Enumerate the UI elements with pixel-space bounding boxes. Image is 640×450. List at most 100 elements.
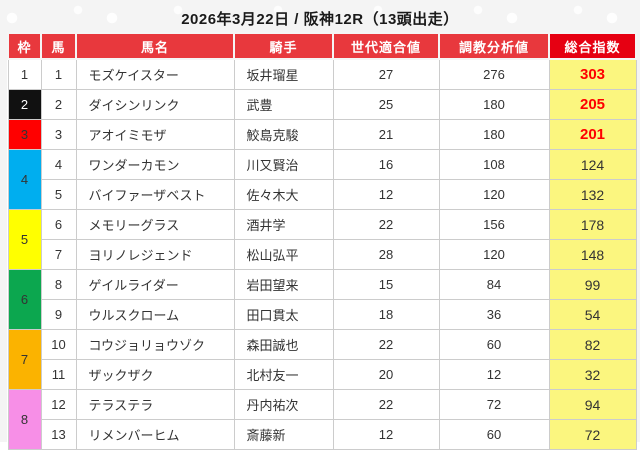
header-row: 枠馬馬名 騎手 世代適合値 調教分析値 総合指数 bbox=[7, 32, 637, 60]
generation-fit-cell: 16 bbox=[332, 149, 440, 180]
generation-fit-cell: 22 bbox=[332, 329, 440, 360]
table-row: 9 ウルスクローム 田口貫太 18 36 54 bbox=[8, 299, 637, 330]
horse-name-cell: バイファーザベスト bbox=[75, 179, 235, 210]
training-analysis-cell: 120 bbox=[438, 239, 550, 270]
col-header-horse-name: 馬名 bbox=[75, 32, 235, 60]
horse-number-cell: 11 bbox=[40, 359, 77, 390]
horse-name-cell: ザックザク bbox=[75, 359, 235, 390]
frame-cell: 6 bbox=[7, 269, 42, 330]
horse-number-cell: 1 bbox=[40, 58, 77, 90]
race-entries-table: 枠馬馬名 騎手 世代適合値 調教分析値 総合指数 1 1 モズケイスター 坂井瑠星 27 276 3… bbox=[7, 32, 637, 450]
training-analysis-cell: 72 bbox=[438, 389, 550, 420]
generation-fit-cell: 22 bbox=[332, 209, 440, 240]
jockey-cell: 丹内祐次 bbox=[233, 389, 334, 420]
training-analysis-cell: 180 bbox=[438, 119, 550, 150]
jockey-cell: 鮫島克駿 bbox=[233, 119, 334, 150]
horse-number-cell: 8 bbox=[40, 269, 77, 300]
table-row: 11 ザックザク 北村友一 20 12 32 bbox=[8, 359, 637, 390]
generation-fit-cell: 21 bbox=[332, 119, 440, 150]
total-index-cell: 82 bbox=[548, 329, 637, 360]
horse-name-cell: ワンダーカモン bbox=[75, 149, 235, 180]
horse-name-cell: コウジョリョウゾク bbox=[75, 329, 235, 360]
horse-name-cell: リメンバーヒム bbox=[75, 419, 235, 450]
frame-cell: 5 bbox=[7, 209, 42, 270]
jockey-cell: 武豊 bbox=[233, 89, 334, 120]
total-index-cell: 124 bbox=[548, 149, 637, 180]
jockey-cell: 森田誠也 bbox=[233, 329, 334, 360]
col-header-jockey: 騎手 bbox=[233, 32, 334, 60]
horse-name-cell: ウルスクローム bbox=[75, 299, 235, 330]
col-header-frame: 枠 bbox=[7, 32, 42, 60]
table-row: 13 リメンバーヒム 斎藤新 12 60 72 bbox=[8, 419, 637, 450]
jockey-cell: 松山弘平 bbox=[233, 239, 334, 270]
training-analysis-cell: 36 bbox=[438, 299, 550, 330]
horse-name-cell: モズケイスター bbox=[75, 58, 235, 90]
generation-fit-cell: 25 bbox=[332, 89, 440, 120]
total-index-cell: 72 bbox=[548, 419, 637, 450]
table-row: 1 1 モズケイスター 坂井瑠星 27 276 303 bbox=[7, 58, 637, 90]
generation-fit-cell: 27 bbox=[332, 58, 440, 90]
col-header-generation-fit: 世代適合値 bbox=[332, 32, 440, 60]
total-index-cell: 148 bbox=[548, 239, 637, 270]
frame-cell: 7 bbox=[7, 329, 42, 390]
horse-name-cell: テラステラ bbox=[75, 389, 235, 420]
horse-number-cell: 10 bbox=[40, 329, 77, 360]
total-index-cell: 32 bbox=[548, 359, 637, 390]
horse-name-cell: ダイシンリンク bbox=[75, 89, 235, 120]
training-analysis-cell: 120 bbox=[438, 179, 550, 210]
training-analysis-cell: 180 bbox=[438, 89, 550, 120]
table-body: 1 1 モズケイスター 坂井瑠星 27 276 303 2 2 ダイシンリンク 武豊 25 180 205… bbox=[7, 58, 637, 450]
col-header-training-analysis: 調教分析値 bbox=[438, 32, 550, 60]
horse-number-cell: 4 bbox=[40, 149, 77, 180]
generation-fit-cell: 20 bbox=[332, 359, 440, 390]
training-analysis-cell: 12 bbox=[438, 359, 550, 390]
race-title: 2026年3月22日 / 阪神12R（13頭出走） bbox=[181, 11, 459, 28]
horse-number-cell: 3 bbox=[40, 119, 77, 150]
total-index-cell: 205 bbox=[548, 89, 637, 120]
jockey-cell: 北村友一 bbox=[233, 359, 334, 390]
horse-name-cell: ヨリノレジェンド bbox=[75, 239, 235, 270]
horse-number-cell: 12 bbox=[40, 389, 77, 420]
table-row: 6 8 ゲイルライダー 岩田望来 15 84 99 bbox=[7, 269, 637, 330]
table-row: 2 2 ダイシンリンク 武豊 25 180 205 bbox=[7, 89, 637, 120]
generation-fit-cell: 18 bbox=[332, 299, 440, 330]
table-row: 7 10 コウジョリョウゾク 森田誠也 22 60 82 bbox=[7, 329, 637, 390]
frame-cell: 3 bbox=[7, 119, 42, 150]
horse-number-cell: 5 bbox=[40, 179, 77, 210]
total-index-cell: 178 bbox=[548, 209, 637, 240]
table-row: 8 12 テラステラ 丹内祐次 22 72 94 bbox=[7, 389, 637, 450]
horse-number-cell: 2 bbox=[40, 89, 77, 120]
jockey-cell: 川又賢治 bbox=[233, 149, 334, 180]
total-index-cell: 54 bbox=[548, 299, 637, 330]
horse-name-cell: アオイミモザ bbox=[75, 119, 235, 150]
generation-fit-cell: 28 bbox=[332, 239, 440, 270]
total-index-cell: 99 bbox=[548, 269, 637, 300]
jockey-cell: 佐々木大 bbox=[233, 179, 334, 210]
horse-number-cell: 13 bbox=[40, 419, 77, 450]
col-header-horse-number: 馬 bbox=[40, 32, 77, 60]
total-index-cell: 94 bbox=[548, 389, 637, 420]
jockey-cell: 岩田望来 bbox=[233, 269, 334, 300]
jockey-cell: 坂井瑠星 bbox=[233, 58, 334, 90]
training-analysis-cell: 276 bbox=[438, 58, 550, 90]
table-row: 3 3 アオイミモザ 鮫島克駿 21 180 201 bbox=[7, 119, 637, 150]
jockey-cell: 酒井学 bbox=[233, 209, 334, 240]
horse-name-cell: ゲイルライダー bbox=[75, 269, 235, 300]
generation-fit-cell: 12 bbox=[332, 419, 440, 450]
generation-fit-cell: 15 bbox=[332, 269, 440, 300]
table-row: 5 バイファーザベスト 佐々木大 12 120 132 bbox=[8, 179, 637, 210]
jockey-cell: 田口貫太 bbox=[233, 299, 334, 330]
frame-cell: 8 bbox=[7, 389, 42, 450]
generation-fit-cell: 12 bbox=[332, 179, 440, 210]
total-index-cell: 303 bbox=[548, 58, 637, 90]
table-row: 7 ヨリノレジェンド 松山弘平 28 120 148 bbox=[8, 239, 637, 270]
frame-cell: 2 bbox=[7, 89, 42, 120]
training-analysis-cell: 84 bbox=[438, 269, 550, 300]
horse-number-cell: 6 bbox=[40, 209, 77, 240]
table-row: 4 4 ワンダーカモン 川又賢治 16 108 124 bbox=[7, 149, 637, 210]
training-analysis-cell: 108 bbox=[438, 149, 550, 180]
frame-cell: 1 bbox=[7, 58, 42, 90]
generation-fit-cell: 22 bbox=[332, 389, 440, 420]
total-index-cell: 201 bbox=[548, 119, 637, 150]
